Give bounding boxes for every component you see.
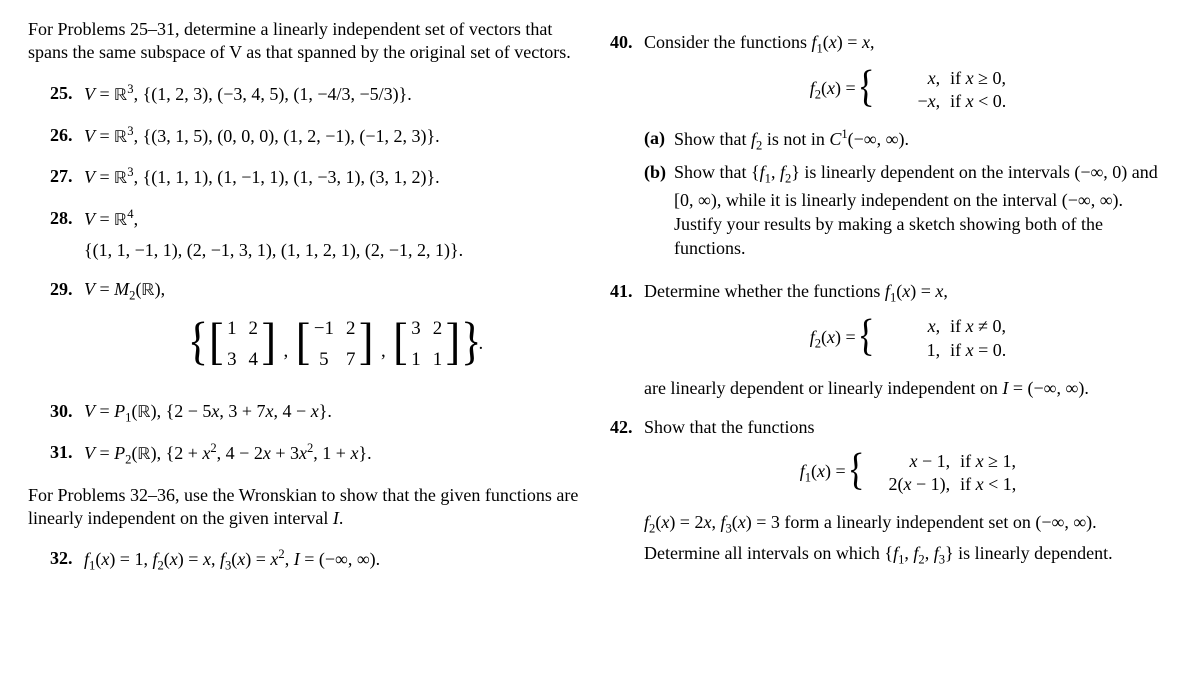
problem-number: 32. xyxy=(50,544,84,576)
instructions-25-31: For Problems 25–31, determine a linearly… xyxy=(28,18,590,65)
piecewise-lhs: f2(x) = xyxy=(810,78,860,98)
subproblem-body: Show that {f1, f2} is linearly dependent… xyxy=(674,160,1172,260)
piecewise-f2: f2(x) = {x,if x ≥ 0,−x,if x < 0. xyxy=(644,67,1172,114)
piecewise-f1: f1(x) = {x − 1,if x ≥ 1,2(x − 1),if x < … xyxy=(644,450,1172,497)
problem-40b: (b) Show that {f1, f2} is linearly depen… xyxy=(644,160,1172,260)
problem-40a: (a) Show that f2 is not in C1(−∞, ∞). xyxy=(644,126,1172,155)
problem-29: 29. V = M2(ℝ), { [1234] , [−1257] , [321… xyxy=(50,275,590,387)
problem-body: V = ℝ3, {(3, 1, 5), (0, 0, 0), (1, 2, −1… xyxy=(84,121,590,153)
problem-intro: Show that the functions xyxy=(644,417,814,437)
piecewise-lhs: f1(x) = xyxy=(800,461,850,481)
problem-body: Determine whether the functions f1(x) = … xyxy=(644,277,1172,403)
problem-intro: Consider the functions f1(x) = x, xyxy=(644,32,874,52)
problem-number: 26. xyxy=(50,121,84,153)
problem-number: 29. xyxy=(50,275,84,387)
problem-41: 41. Determine whether the functions f1(x… xyxy=(610,277,1172,403)
problem-number: 31. xyxy=(50,438,84,470)
problem-number: 25. xyxy=(50,79,84,111)
problem-body: V = P2(ℝ), {2 + x2, 4 − 2x + 3x2, 1 + x}… xyxy=(84,438,590,470)
subproblem-body: Show that f2 is not in C1(−∞, ∞). xyxy=(674,126,1172,155)
problem-line2: {(1, 1, −1, 1), (2, −1, 3, 1), (1, 1, 2,… xyxy=(84,240,463,260)
problem-31: 31. V = P2(ℝ), {2 + x2, 4 − 2x + 3x2, 1 … xyxy=(50,438,590,470)
instructions-32-36: For Problems 32–36, use the Wronskian to… xyxy=(28,484,590,531)
problem-number: 27. xyxy=(50,162,84,194)
right-column: 40. Consider the functions f1(x) = x, f2… xyxy=(610,18,1172,586)
problem-tail: are linearly dependent or linearly indep… xyxy=(644,378,1089,398)
problem-body: V = ℝ3, {(1, 2, 3), (−3, 4, 5), (1, −4/3… xyxy=(84,79,590,111)
problem-27: 27. V = ℝ3, {(1, 1, 1), (1, −1, 1), (1, … xyxy=(50,162,590,194)
problem-25: 25. V = ℝ3, {(1, 2, 3), (−3, 4, 5), (1, … xyxy=(50,79,590,111)
subproblem-number: (b) xyxy=(644,160,674,260)
problem-body: V = P1(ℝ), {2 − 5x, 3 + 7x, 4 − x}. xyxy=(84,397,590,428)
problem-32: 32. f1(x) = 1, f2(x) = x, f3(x) = x2, I … xyxy=(50,544,590,576)
problem-tail: f2(x) = 2x, f3(x) = 3 form a linearly in… xyxy=(644,512,1113,563)
problem-body: Show that the functions f1(x) = {x − 1,i… xyxy=(644,413,1172,570)
problem-number: 41. xyxy=(610,277,644,403)
problem-body: V = ℝ3, {(1, 1, 1), (1, −1, 1), (1, −3, … xyxy=(84,162,590,194)
problem-body: V = M2(ℝ), { [1234] , [−1257] , [3211] }… xyxy=(84,275,590,387)
matrix-set: { [1234] , [−1257] , [3211] }. xyxy=(84,314,590,376)
left-column: For Problems 25–31, determine a linearly… xyxy=(28,18,590,586)
problem-42: 42. Show that the functions f1(x) = {x −… xyxy=(610,413,1172,570)
problem-line1: V = ℝ4, xyxy=(84,209,138,229)
problem-body: V = ℝ4, {(1, 1, −1, 1), (2, −1, 3, 1), (… xyxy=(84,204,590,265)
matrix: [−1257] xyxy=(295,314,374,376)
problem-intro: Determine whether the functions f1(x) = … xyxy=(644,281,948,301)
piecewise-lhs: f2(x) = xyxy=(810,327,860,347)
piecewise-f2: f2(x) = {x,if x ≠ 0,1,if x = 0. xyxy=(644,315,1172,362)
problem-30: 30. V = P1(ℝ), {2 − 5x, 3 + 7x, 4 − x}. xyxy=(50,397,590,428)
subproblem-number: (a) xyxy=(644,126,674,155)
problem-body: Consider the functions f1(x) = x, f2(x) … xyxy=(644,28,1172,267)
problem-28: 28. V = ℝ4, {(1, 1, −1, 1), (2, −1, 3, 1… xyxy=(50,204,590,265)
matrix: [3211] xyxy=(392,314,461,376)
problem-40: 40. Consider the functions f1(x) = x, f2… xyxy=(610,28,1172,267)
problem-body: f1(x) = 1, f2(x) = x, f3(x) = x2, I = (−… xyxy=(84,544,590,576)
two-column-layout: For Problems 25–31, determine a linearly… xyxy=(28,18,1172,586)
problem-intro: V = M2(ℝ), xyxy=(84,279,165,299)
problem-26: 26. V = ℝ3, {(3, 1, 5), (0, 0, 0), (1, 2… xyxy=(50,121,590,153)
matrix: [1234] xyxy=(208,314,277,376)
problem-number: 30. xyxy=(50,397,84,428)
problem-number: 42. xyxy=(610,413,644,570)
problem-number: 28. xyxy=(50,204,84,265)
problem-number: 40. xyxy=(610,28,644,267)
